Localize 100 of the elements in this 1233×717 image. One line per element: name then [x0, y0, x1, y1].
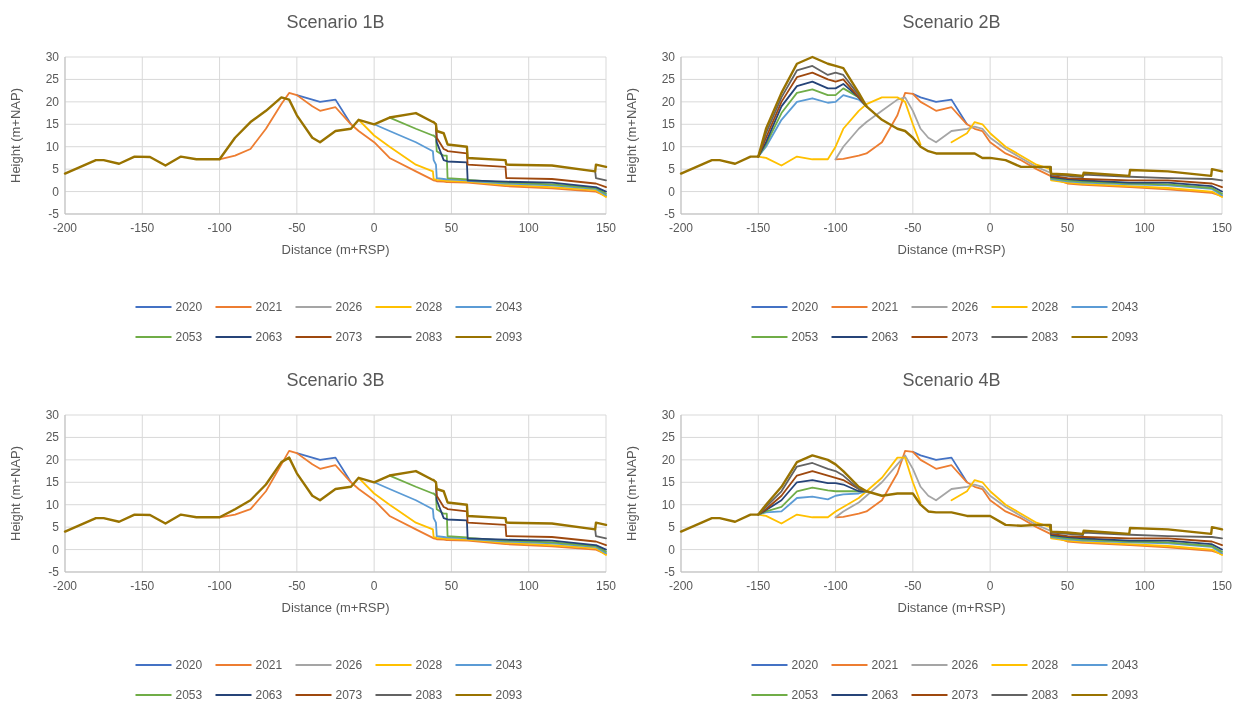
chart-title: Scenario 3B — [286, 370, 385, 390]
x-tick-label: 100 — [518, 579, 540, 593]
legend-label: 2053 — [175, 688, 203, 702]
x-axis-title: Distance (m+RSP) — [281, 600, 390, 615]
line-series — [388, 116, 607, 195]
x-tick-label: -200 — [52, 221, 78, 235]
x-tick-label: 0 — [986, 221, 994, 235]
legend-label: 2020 — [175, 300, 203, 314]
x-tick-label: -50 — [904, 579, 922, 593]
x-axis-title: Distance (m+RSP) — [281, 242, 390, 257]
x-tick-label: -200 — [668, 579, 694, 593]
legend-label: 2043 — [495, 300, 523, 314]
y-tick-label: 15 — [661, 117, 676, 132]
legend-label: 2063 — [255, 330, 283, 344]
x-tick-label: 0 — [370, 579, 378, 593]
x-tick-label: 150 — [1211, 221, 1233, 235]
legend-label: 2026 — [951, 658, 979, 672]
x-tick-label: 100 — [1134, 221, 1156, 235]
y-tick-label: 5 — [52, 520, 60, 535]
legend-label: 2073 — [335, 330, 363, 344]
y-tick-label: 15 — [45, 117, 60, 132]
legend-label: 2028 — [1031, 300, 1059, 314]
x-tick-label: -150 — [130, 221, 155, 235]
x-tick-label: 100 — [1134, 579, 1156, 593]
y-tick-label: 0 — [52, 184, 60, 199]
y-tick-label: 10 — [45, 497, 60, 512]
legend-label: 2073 — [951, 330, 979, 344]
y-tick-label: 30 — [45, 408, 60, 422]
y-tick-label: 30 — [661, 408, 676, 422]
line-series — [679, 454, 1224, 536]
line-series — [388, 474, 607, 553]
legend-label: 2020 — [791, 658, 819, 672]
y-tick-label: 25 — [45, 72, 60, 87]
legend-label: 2028 — [415, 300, 443, 314]
legend-label: 2073 — [951, 688, 979, 702]
x-axis-title: Distance (m+RSP) — [897, 242, 1006, 257]
legend-label: 2021 — [255, 658, 283, 672]
y-axis-title: Height (m+NAP) — [624, 446, 639, 541]
y-tick-label: 15 — [661, 475, 676, 490]
legend-label: 2083 — [415, 688, 443, 702]
y-tick-label: 25 — [45, 430, 60, 445]
y-axis-title: Height (m+NAP) — [8, 446, 23, 541]
x-axis-title: Distance (m+RSP) — [897, 600, 1006, 615]
y-tick-label: 5 — [52, 162, 60, 177]
x-tick-label: 50 — [444, 221, 459, 235]
y-tick-label: -5 — [664, 565, 676, 579]
legend-label: 2083 — [1031, 688, 1059, 702]
x-tick-label: -100 — [823, 579, 848, 593]
y-tick-label: -5 — [48, 207, 60, 221]
y-axis-title: Height (m+NAP) — [624, 88, 639, 183]
legend-label: 2043 — [1111, 658, 1139, 672]
chart-title: Scenario 1B — [286, 12, 385, 32]
legend-label: 2053 — [791, 688, 819, 702]
legend-label: 2028 — [415, 658, 443, 672]
y-tick-label: 25 — [661, 430, 676, 445]
y-tick-label: 10 — [45, 139, 60, 154]
legend-label: 2093 — [495, 330, 523, 344]
legend-label: 2043 — [1111, 300, 1139, 314]
x-tick-label: -150 — [746, 579, 771, 593]
y-tick-label: 5 — [668, 520, 676, 535]
y-tick-label: 0 — [668, 542, 676, 557]
legend-label: 2073 — [335, 688, 363, 702]
legend-label: 2093 — [495, 688, 523, 702]
x-tick-label: 50 — [1060, 221, 1075, 235]
legend-label: 2093 — [1111, 688, 1139, 702]
legend-label: 2053 — [175, 330, 203, 344]
y-tick-label: 0 — [52, 542, 60, 557]
y-tick-label: 30 — [45, 50, 60, 64]
y-tick-label: 20 — [45, 452, 60, 467]
legend-label: 2093 — [1111, 330, 1139, 344]
legend-label: 2083 — [415, 330, 443, 344]
legend-label: 2028 — [1031, 658, 1059, 672]
legend-label: 2020 — [791, 300, 819, 314]
x-tick-label: 50 — [444, 579, 459, 593]
legend-label: 2063 — [871, 330, 899, 344]
legend-label: 2063 — [871, 688, 899, 702]
x-tick-label: -150 — [130, 579, 155, 593]
y-tick-label: 30 — [661, 50, 676, 64]
line-series — [63, 456, 608, 533]
x-tick-label: -100 — [823, 221, 848, 235]
y-tick-label: 15 — [45, 475, 60, 490]
x-tick-label: -200 — [668, 221, 694, 235]
y-tick-label: 20 — [661, 94, 676, 109]
x-tick-label: 0 — [370, 221, 378, 235]
x-tick-label: 150 — [595, 221, 617, 235]
y-tick-label: 5 — [668, 162, 676, 177]
chart-title: Scenario 2B — [902, 12, 1001, 32]
chart-title: Scenario 4B — [902, 370, 1001, 390]
legend-label: 2083 — [1031, 330, 1059, 344]
x-tick-label: 100 — [518, 221, 540, 235]
x-tick-label: -150 — [746, 221, 771, 235]
y-tick-label: 20 — [45, 94, 60, 109]
legend-label: 2043 — [495, 658, 523, 672]
legend-label: 2026 — [951, 300, 979, 314]
y-tick-label: 0 — [668, 184, 676, 199]
legend-label: 2021 — [255, 300, 283, 314]
line-series — [63, 96, 608, 175]
y-tick-label: 20 — [661, 452, 676, 467]
y-tick-label: 25 — [661, 72, 676, 87]
y-tick-label: -5 — [664, 207, 676, 221]
